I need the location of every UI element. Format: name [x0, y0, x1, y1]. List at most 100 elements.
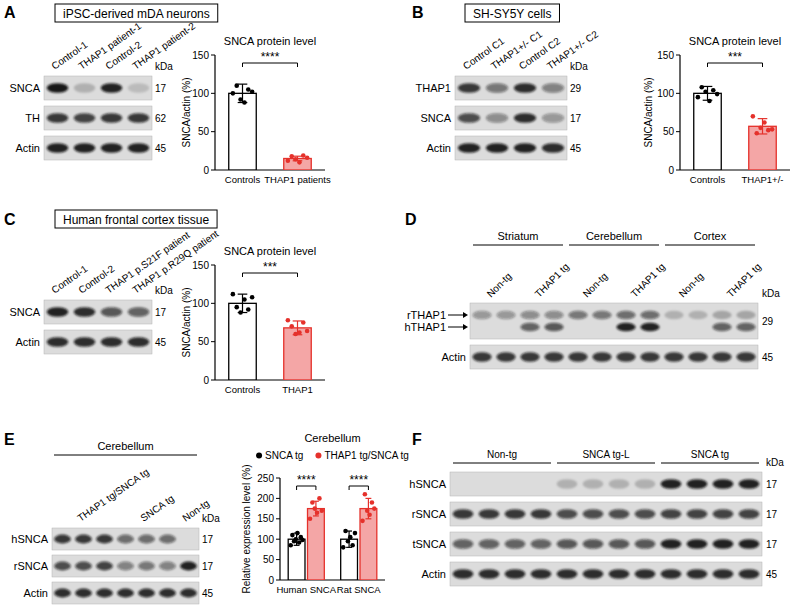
data-point	[250, 90, 255, 95]
band	[496, 311, 515, 320]
y-tick-label: 100	[192, 298, 209, 309]
error-line	[242, 294, 243, 312]
band	[640, 311, 659, 320]
data-point	[707, 99, 712, 104]
lane-label: Non-tg	[581, 270, 610, 299]
band	[117, 562, 134, 571]
panel-title: SH-SY5Y cells	[473, 7, 551, 21]
y-tick	[211, 265, 215, 266]
data-point	[288, 543, 293, 548]
band	[138, 535, 155, 544]
band	[568, 352, 587, 362]
chart-title: Cerebellum	[304, 432, 360, 444]
group-label: Striatum	[498, 230, 539, 242]
kda-label: kDa	[766, 457, 784, 468]
band	[557, 569, 578, 579]
y-axis	[679, 55, 680, 170]
band	[101, 143, 123, 153]
data-point	[319, 508, 324, 513]
plot-area	[229, 83, 312, 170]
data-point	[310, 500, 315, 505]
band	[54, 562, 71, 571]
arrow-head	[463, 324, 468, 330]
y-tick-label: 250	[257, 473, 274, 484]
band	[74, 337, 96, 347]
band	[609, 509, 630, 519]
band	[74, 83, 96, 93]
blot-strip	[450, 532, 762, 556]
category-label: Controls	[690, 174, 726, 185]
band	[479, 569, 500, 579]
band	[713, 509, 734, 519]
blot-strip	[44, 106, 152, 130]
band	[47, 307, 69, 317]
data-point	[758, 126, 763, 131]
band	[557, 479, 578, 489]
y-axis	[279, 478, 280, 580]
arrow-head	[463, 312, 468, 318]
band	[74, 143, 96, 153]
band	[687, 539, 708, 549]
data-point	[286, 318, 291, 323]
lane-label: SNCA tg	[691, 449, 729, 460]
significance: ****	[349, 473, 368, 487]
data-point	[343, 529, 348, 534]
lane-label: THAP1 tg	[629, 261, 667, 299]
blot-header: Cerebellum	[97, 440, 153, 452]
band	[96, 562, 113, 571]
data-point	[289, 154, 294, 159]
blot-strip	[52, 528, 199, 550]
data-point	[699, 85, 704, 90]
band-label: hSNCA	[409, 478, 446, 490]
band-label: rSNCA	[14, 560, 49, 572]
band	[713, 479, 734, 489]
band	[96, 535, 113, 544]
blot-strip	[455, 136, 567, 160]
y-tick-label: 150	[257, 513, 274, 524]
lane-label: SNCA tg	[138, 493, 176, 524]
band	[739, 509, 760, 519]
data-point	[231, 292, 236, 297]
kda-value: 62	[155, 113, 167, 124]
band	[453, 509, 474, 519]
data-point	[372, 506, 377, 511]
band	[505, 569, 526, 579]
y-tick	[676, 93, 680, 94]
data-point	[242, 297, 247, 302]
band	[609, 479, 630, 489]
group-line	[665, 245, 755, 246]
y-tick-label: 150	[192, 50, 209, 61]
y-tick-label: 100	[257, 534, 274, 545]
data-point	[234, 305, 239, 310]
band	[47, 337, 69, 347]
data-point	[766, 128, 771, 133]
bar	[284, 328, 312, 380]
kda-value: 17	[766, 509, 778, 520]
band	[661, 479, 682, 489]
band	[96, 589, 113, 598]
band	[568, 323, 587, 332]
kda-value: 29	[762, 316, 774, 327]
data-point	[703, 90, 708, 95]
blot-strip	[44, 136, 152, 160]
y-tick	[276, 559, 280, 560]
error-cap	[758, 118, 768, 119]
data-point	[715, 92, 720, 97]
band	[479, 539, 500, 549]
category-label: THAP1	[282, 384, 313, 395]
figure: AiPSC-derived mDA neuronsControl-1THAP1 …	[0, 0, 800, 615]
band	[531, 479, 552, 489]
band	[180, 535, 197, 544]
lane-label: Non-tg	[485, 270, 514, 299]
y-tick-label: 50	[263, 554, 275, 565]
kda-value: 17	[766, 539, 778, 550]
data-point	[346, 539, 351, 544]
group-line	[473, 245, 563, 246]
band	[736, 311, 755, 320]
band	[514, 113, 536, 123]
lane-line	[453, 463, 551, 464]
group-line	[569, 245, 659, 246]
band-label: Actin	[16, 142, 40, 154]
data-point	[305, 155, 310, 160]
kda-value: 45	[570, 143, 582, 154]
